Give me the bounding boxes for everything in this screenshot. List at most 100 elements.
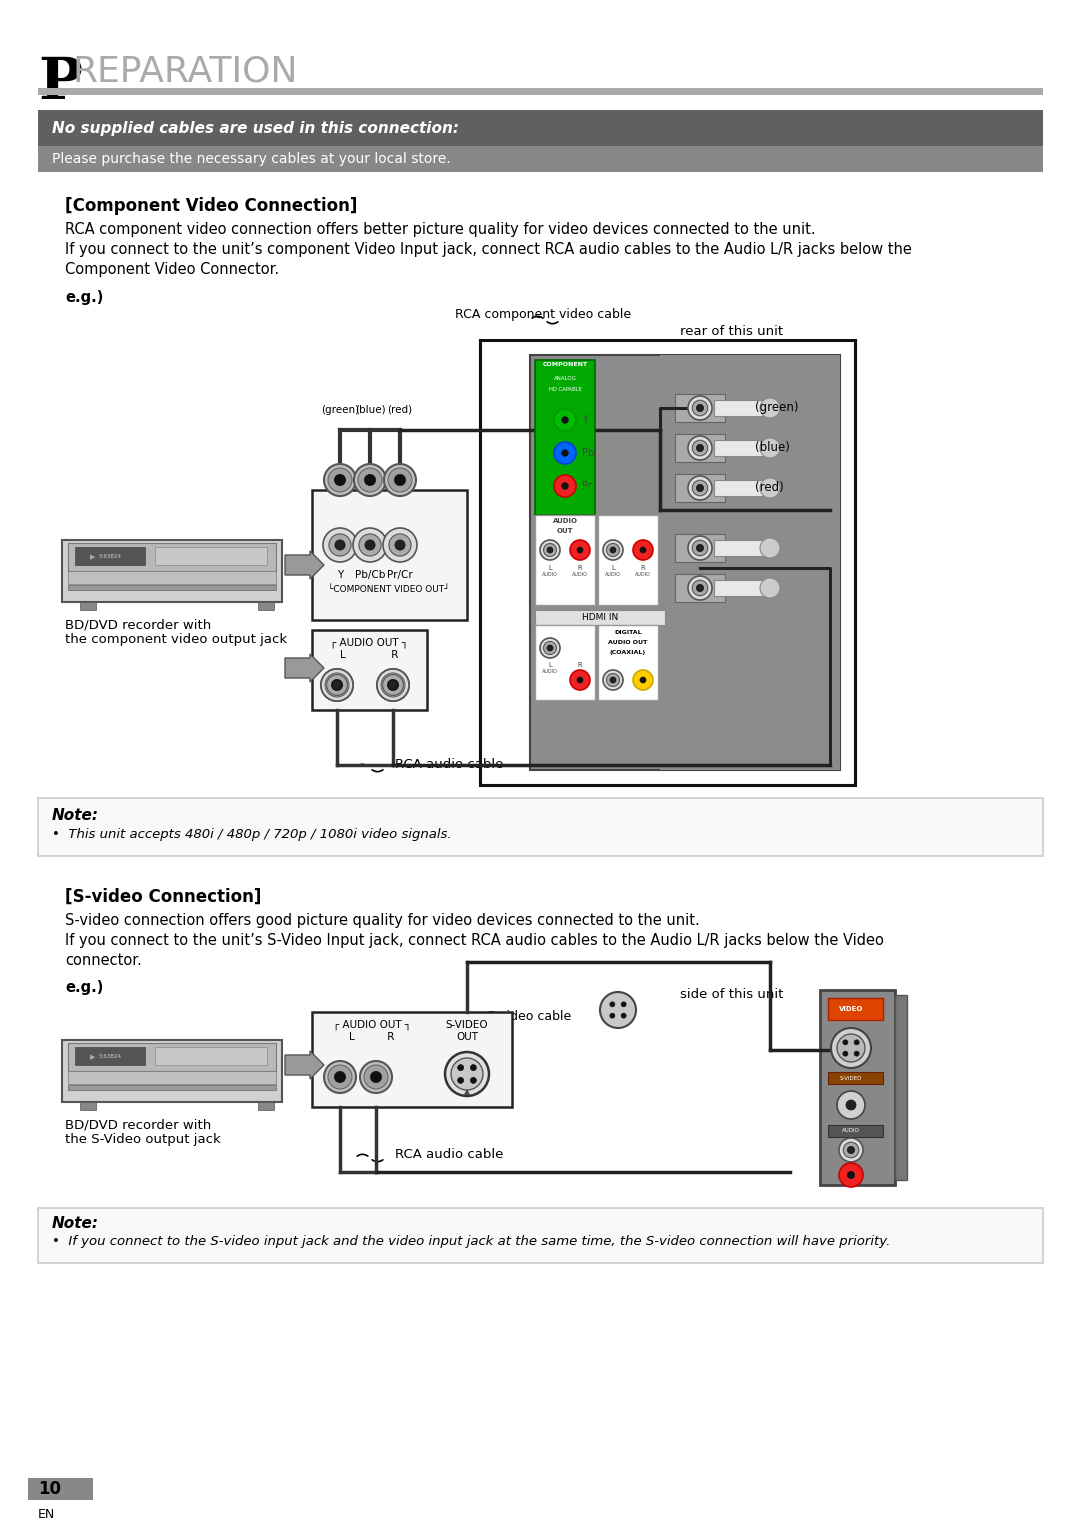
Bar [68,584,276,591]
Text: P: P [38,55,82,111]
Circle shape [697,484,703,491]
Bar [675,433,725,462]
Text: (blue): (blue) [354,404,386,415]
Text: RCA component video cable: RCA component video cable [455,308,631,320]
Text: connector.: connector. [65,954,141,967]
Circle shape [760,438,780,458]
Circle shape [688,476,712,501]
Circle shape [354,464,386,496]
Circle shape [382,674,404,696]
Bar [535,626,595,700]
Bar [68,543,276,571]
Circle shape [854,1051,860,1056]
Circle shape [471,1077,476,1083]
Circle shape [370,1071,381,1082]
Circle shape [471,1065,476,1071]
Text: S-VIDEO: S-VIDEO [446,1019,488,1030]
Circle shape [458,1077,463,1083]
Circle shape [328,468,352,491]
Bar [156,546,267,565]
Text: (COAXIAL): (COAXIAL) [610,650,646,655]
Circle shape [540,638,561,658]
Bar [62,1041,282,1102]
Bar [80,601,96,610]
Circle shape [688,575,712,600]
Text: the component video output jack: the component video output jack [65,633,287,645]
Text: COMPONENT: COMPONENT [542,362,588,366]
Text: If you connect to the unit’s component Video Input jack, connect RCA audio cable: If you connect to the unit’s component V… [65,243,912,256]
Circle shape [837,1091,865,1119]
Circle shape [395,540,405,549]
Text: ┌ AUDIO OUT ┐: ┌ AUDIO OUT ┐ [322,494,333,496]
Text: EN: EN [38,1508,55,1521]
Circle shape [357,468,382,491]
Circle shape [377,668,409,700]
Text: •  This unit accepts 480i / 480p / 720p / 1080i video signals.: • This unit accepts 480i / 480p / 720p /… [52,829,451,841]
Text: Pb/Cb: Pb/Cb [355,571,386,580]
Bar [62,540,282,601]
Text: AUDIO: AUDIO [542,668,558,674]
Circle shape [697,545,703,551]
Circle shape [364,475,376,485]
Text: the S-Video output jack: the S-Video output jack [65,1132,220,1146]
Bar [895,995,907,1180]
Text: REPARATION: REPARATION [73,53,298,89]
Circle shape [837,1035,865,1062]
Bar [714,540,769,555]
Text: e.g.): e.g.) [65,980,104,995]
Circle shape [846,1100,856,1109]
Circle shape [562,482,568,490]
Circle shape [554,409,576,430]
Circle shape [324,464,356,496]
Text: S-VIDEO: S-VIDEO [840,1076,862,1080]
Circle shape [562,450,568,456]
Text: └COMPONENT VIDEO OUT┘: └COMPONENT VIDEO OUT┘ [328,584,449,594]
Text: ▶: ▶ [90,554,95,560]
Circle shape [546,645,553,652]
Text: No supplied cables are used in this connection:: No supplied cables are used in this conn… [52,121,459,136]
Circle shape [760,539,780,559]
Circle shape [388,468,411,491]
Text: HD CAPABLE: HD CAPABLE [549,388,581,392]
Circle shape [640,678,646,684]
Text: RCA audio cable: RCA audio cable [395,1148,503,1161]
Circle shape [353,528,387,562]
Bar [68,1071,276,1083]
Circle shape [697,444,703,452]
Bar [38,798,1043,856]
Circle shape [324,1061,356,1093]
Text: L: L [548,565,552,571]
Circle shape [360,1061,392,1093]
Bar [75,1047,145,1065]
Circle shape [335,475,346,485]
Bar [598,626,658,700]
Text: (green): (green) [755,401,798,415]
Circle shape [383,528,417,562]
Bar [38,1209,1043,1264]
Text: L: L [548,662,552,668]
Bar [530,356,840,771]
Circle shape [321,668,353,700]
Circle shape [562,417,568,423]
Bar [660,356,840,771]
Text: R: R [578,662,582,668]
Text: (red): (red) [388,404,413,415]
Text: AUDIO: AUDIO [635,572,651,577]
Circle shape [854,1039,860,1045]
Bar [312,490,467,620]
Text: [S-video Connection]: [S-video Connection] [65,888,261,906]
Bar [714,400,769,417]
Bar [258,601,274,610]
Bar [675,394,725,423]
Text: Note:: Note: [52,1216,99,1231]
Text: L          R: L R [349,1032,394,1042]
Circle shape [458,1065,463,1071]
Text: OUT: OUT [556,528,573,534]
Bar [714,439,769,456]
Text: Y: Y [337,571,343,580]
Text: RCA audio cable: RCA audio cable [395,758,503,771]
Bar [68,1042,276,1071]
Circle shape [688,436,712,459]
Circle shape [451,1058,483,1090]
Bar [675,475,725,502]
